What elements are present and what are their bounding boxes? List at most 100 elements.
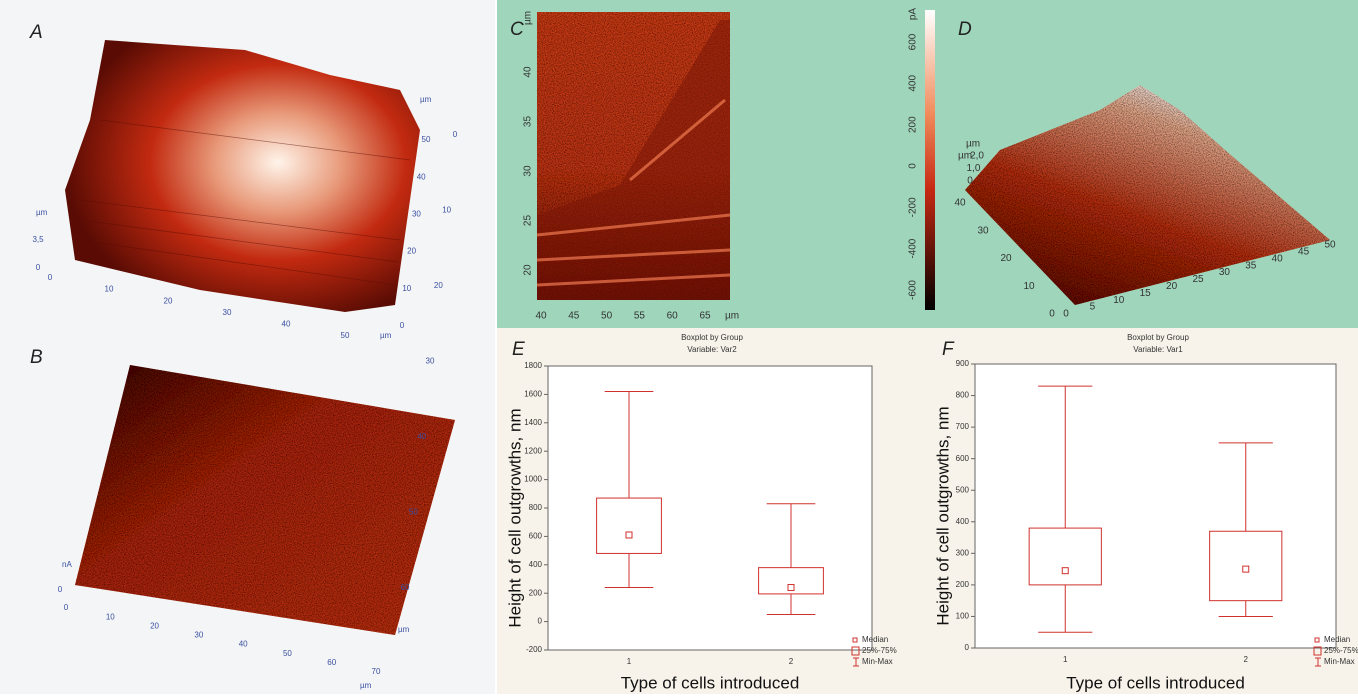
legend-label: 25%-75% [862,646,897,655]
image-tick-label: 25 [1192,274,1204,285]
panel-label: E [512,339,525,360]
y-tick-label: -200 [526,645,543,654]
image-tick-label: 20 [1000,253,1012,264]
y-tick-label: 500 [956,485,970,494]
image-tick-label: 40 [523,66,534,78]
y-tick-label: 1800 [524,361,542,370]
image-tick-label: 10 [1113,295,1125,306]
axis-unit: µm [966,139,980,150]
image-tick-label: 0 [400,321,405,330]
legend-label: Min-Max [862,657,893,666]
y-tick-label: 1600 [524,390,542,399]
panel-label: B [30,347,43,368]
colorbar-tick-label: -200 [908,197,919,217]
y-tick-label: 700 [956,422,970,431]
page: A B C D E F 01020304050µm01020304050µm03… [0,0,1358,694]
x-tick-label: 2 [789,657,794,666]
y-tick-label: 200 [956,580,970,589]
y-tick-label: 900 [956,359,970,368]
image-tick-label: 30 [523,165,534,177]
image-tick-label: 20 [407,247,416,256]
image-tick-label: 35 [523,116,534,128]
colorbar-tick-label: 200 [908,116,919,133]
image-tick-label: 45 [568,311,580,322]
colorbar-tick-label: -400 [908,238,919,258]
image-tick-label: 35 [1245,260,1257,271]
image-tick-label: 0 [64,603,69,612]
axis-unit: µm [958,151,972,162]
image-tick-label: 30 [194,631,203,640]
image-tick-label: 25 [523,215,534,227]
axis-unit: µm [360,681,372,690]
image-tick-label: 10 [402,284,411,293]
image-tick-label: 60 [401,583,410,592]
axis-unit: µm [380,331,392,340]
x-tick-label: 1 [627,657,632,666]
image-tick-label: 0 [1049,309,1055,320]
y-tick-label: 0 [538,617,543,626]
y-tick-label: 600 [529,532,543,541]
y-tick-label: 100 [956,612,970,621]
colorbar-tick-label: 600 [908,33,919,50]
chart-title: Boxplot by Group [681,333,743,342]
image-tick-label: 70 [372,667,381,676]
image-tick-label: 10 [105,285,114,294]
image-tick-label: 10 [106,612,115,621]
box [759,568,824,594]
colorbar-tick-label: -600 [908,280,919,300]
image-tick-label: 20 [434,281,443,290]
image-tick-label: 30 [426,357,435,366]
y-axis-label: Height of cell outgrowths, nm [933,406,952,625]
image-tick-label: 30 [412,210,421,219]
image-tick-label: 50 [409,508,418,517]
image-tick-label: 60 [327,658,336,667]
y-tick-label: 600 [956,454,970,463]
image-tick-label: 0 [36,263,41,272]
image-tick-label: 65 [699,311,711,322]
chart-subtitle: Variable: Var2 [687,345,737,354]
axis-unit: µm [36,208,48,217]
image-tick-label: 50 [601,311,613,322]
image-tick-label: 0 [48,273,53,282]
image-tick-label: 5 [1090,302,1096,313]
axis-unit: µm [523,11,534,25]
y-tick-label: 400 [529,560,543,569]
y-axis-label: Height of cell outgrowths, nm [505,408,524,627]
image-tick-label: 50 [283,649,292,658]
x-tick-label: 1 [1063,655,1068,664]
box [1029,528,1101,585]
image-tick-label: 40 [417,432,426,441]
y-tick-label: 1400 [524,418,542,427]
legend-label: 25%-75% [1324,646,1358,655]
plot-frame [975,364,1336,648]
y-tick-label: 300 [956,548,970,557]
legend-label: Median [862,635,888,644]
image-tick-label: 0 [58,585,63,594]
image-tick-label: 15 [1140,288,1152,299]
image-tick-label: 30 [1219,267,1231,278]
image-tick-label: 20 [150,621,159,630]
image-tick-label: 0 [453,130,458,139]
axis-unit: µm [420,95,432,104]
image-tick-label: 40 [282,320,291,329]
axis-unit: µm [725,311,739,322]
y-tick-label: 400 [956,517,970,526]
image-tick-label: 30 [223,308,232,317]
y-tick-label: 1200 [524,446,542,455]
panel-label: D [958,19,972,40]
image-tick-label: 2,0 [970,151,984,162]
image-tick-label: 45 [1298,247,1310,258]
x-axis-label: Type of cells introduced [621,673,800,692]
axis-unit: nA [62,560,72,569]
image-tick-label: 50 [422,135,431,144]
image-tick-label: 40 [239,640,248,649]
image-tick-label: 1,0 [967,163,981,174]
image-tick-label: 0 [1063,309,1069,320]
image-tick-label: 0 [967,176,973,187]
y-tick-label: 800 [956,391,970,400]
panel-label: A [29,22,43,43]
image-tick-label: 10 [442,206,451,215]
image-tick-label: 55 [634,311,646,322]
colorbar [925,10,935,310]
legend-label: Min-Max [1324,657,1355,666]
